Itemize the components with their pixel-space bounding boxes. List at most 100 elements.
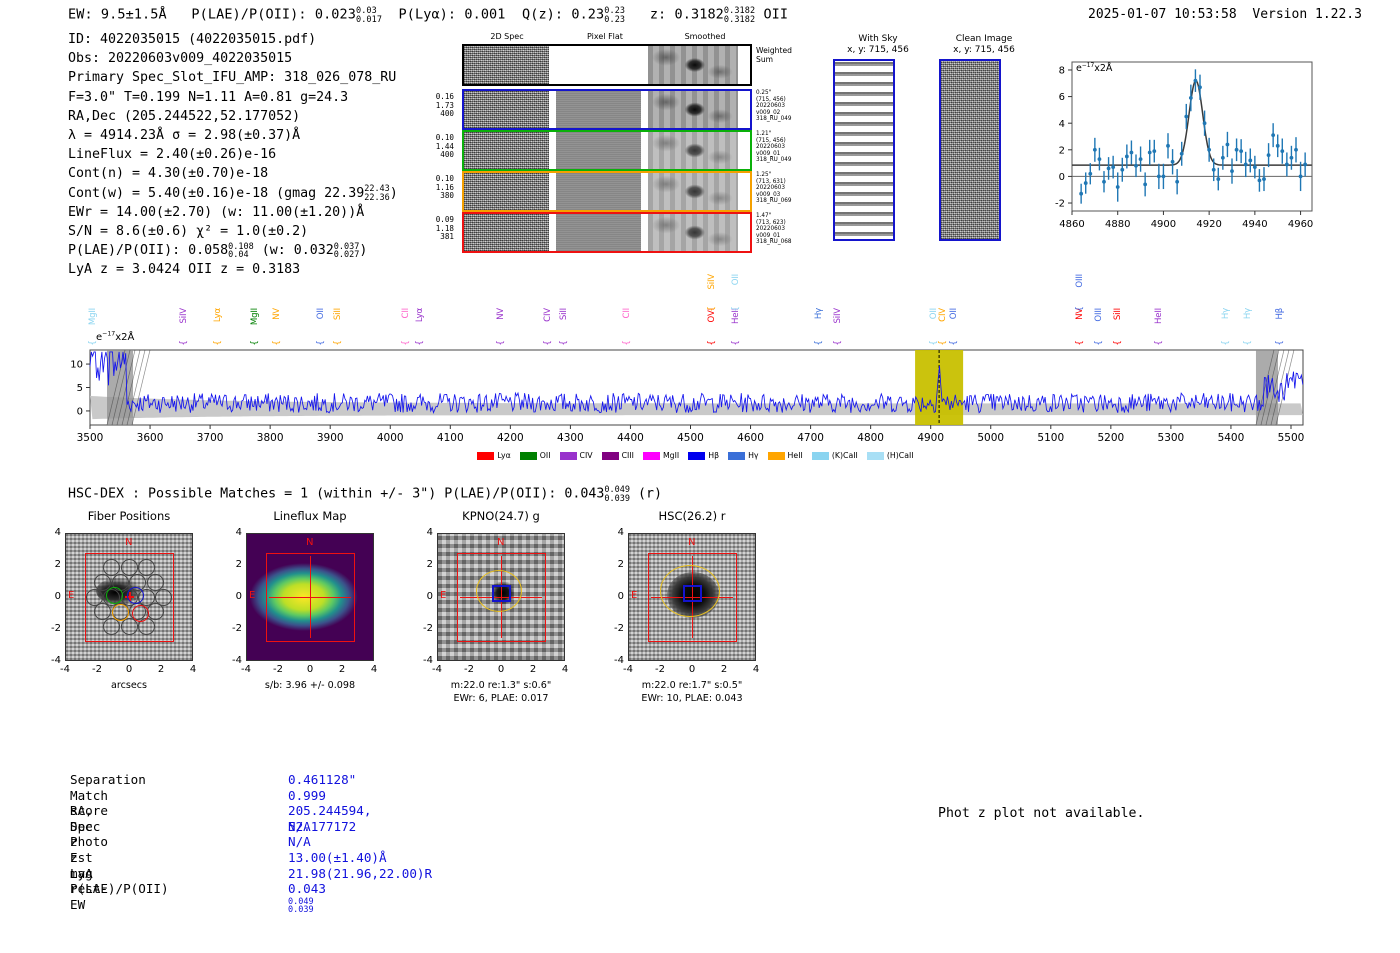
- line-marker-brace-siiv-14: {: [706, 306, 717, 312]
- spec-row-1-right-4: 318_RU_049: [756, 116, 792, 123]
- svg-text:4: 4: [1059, 119, 1065, 130]
- line-marker-label-mgii-3: MgII: [249, 308, 260, 326]
- legend-swatch-oii: [519, 451, 537, 460]
- spectrum-legend: Lyα OII CIV CIII MgII Hβ Hγ HeII (K)CaII (H)CaII: [0, 451, 1400, 460]
- panel-east-marker-fiber-positions: E: [68, 590, 75, 601]
- spec-row-3-gap-2: [641, 173, 648, 210]
- panel-ytick-lineflux-map-1: 2: [235, 559, 242, 570]
- clean-image-coords: x, y: 715, 456: [953, 45, 1015, 55]
- with-sky-title: With Sky x, y: 715, 456: [823, 34, 933, 56]
- line-marker-brace-hβ-29: {: [1275, 340, 1286, 346]
- spec-col-title-pixelflat: Pixel Flat: [587, 32, 623, 41]
- line-marker-label-siii-25: SiII: [1113, 308, 1124, 321]
- spec-row-1-right-labels: 0.25" (715, 456) 20220603 v009_02 318_RU_049: [756, 90, 810, 123]
- spec-row-4-right-4: 318_RU_068: [756, 239, 792, 246]
- line-marker-label-oiii-23: OIII: [1074, 274, 1085, 288]
- legend-label-lyα: Lyα: [497, 451, 511, 460]
- legend-item-hγ: Hγ: [728, 451, 759, 460]
- info-cont-w-pre: Cont(w) = 5.40(±0.16)e-18 (gmag 22.39: [68, 185, 365, 201]
- legend-label-ciii: CIII: [621, 451, 634, 460]
- line-marker-label-heii-26: HeII: [1153, 308, 1164, 325]
- info-lambda: λ = 4914.23Å σ = 2.98(±0.37)Å: [68, 128, 301, 144]
- line-marker-brace-nv-22: {: [1074, 340, 1085, 346]
- panel-xtick-hsc-r-1: -2: [655, 664, 665, 675]
- match-row-value-text-7: 0.043: [288, 881, 326, 897]
- svg-text:5400: 5400: [1218, 432, 1245, 444]
- line-marker-brace-nv-4: {: [272, 340, 283, 346]
- svg-text:3800: 3800: [257, 432, 284, 444]
- panel-xtick-kpno-g-1: -2: [464, 664, 474, 675]
- line-marker-label-lyα-2: Lyα: [212, 308, 223, 323]
- panel-ytick-hsc-r-3: -2: [614, 623, 624, 634]
- legend-item-civ: CIV: [559, 451, 593, 460]
- header-qz-lo: 0.23: [604, 14, 626, 25]
- panel-xtick-kpno-g-4: 4: [561, 664, 569, 675]
- svg-text:3700: 3700: [197, 432, 224, 444]
- match-row-key-0: Separation: [70, 772, 146, 787]
- info-id: ID: 4022035015 (4022035015.pdf): [68, 32, 317, 47]
- with-sky-title-text: With Sky: [858, 34, 898, 44]
- spec-row-3-right-0: 1.25": [756, 172, 772, 178]
- svg-text:5100: 5100: [1037, 432, 1064, 444]
- info-plae-post: ): [359, 243, 368, 259]
- header-plae-label: P(LAE)/P(OII):: [191, 6, 307, 23]
- line-fit-plot: -2 0 2 4 6 8 4860 4880 4900 4920 4940 4960 e−17x2Å: [1030, 40, 1320, 245]
- panel-xtick-kpno-g-0: -4: [432, 664, 442, 675]
- spec-row-3-left-0: 0.10: [435, 174, 454, 183]
- match-row-value-2: 205.244594, 52.177172: [288, 803, 372, 834]
- info-params: F=3.0" T=0.199 N=1.11 A=0.81 g=24.3: [68, 89, 349, 105]
- panel-xtick-fiber-positions-1: -2: [92, 664, 102, 675]
- panel-ytick-hsc-r-4: -4: [614, 655, 624, 666]
- panel-xtick-fiber-positions-2: 0: [125, 664, 133, 675]
- line-marker-brace-mgii-0: {: [88, 340, 98, 346]
- legend-item-(h)caii: (H)CaII: [866, 451, 914, 460]
- legend-label-hγ: Hγ: [748, 451, 759, 460]
- spec-row-2-gap-1: [549, 132, 556, 169]
- spec-row-4-gap-1: [549, 214, 556, 251]
- spec-row-2-smoothed: [648, 132, 738, 169]
- fiber-circle-2: [137, 558, 155, 576]
- svg-text:5000: 5000: [977, 432, 1004, 444]
- spec-row-3-left-labels: 0.10 1.16 380: [428, 174, 454, 201]
- line-marker-label-hγ-27: Hγ: [1221, 308, 1232, 320]
- header-plae-value: 0.023: [314, 6, 356, 23]
- panel-crosshair-v-lineflux-map: [310, 556, 312, 638]
- spec-row-1-left-2: 400: [440, 109, 454, 119]
- panel-crosshair-h-lineflux-map: [269, 597, 351, 599]
- info-cont-w-hi: 22.43: [364, 183, 390, 194]
- spec-row-1-gap-2: [641, 91, 648, 128]
- info-plae-lo: 0.04: [228, 250, 249, 261]
- match-row-value-hi-7: 0.049: [288, 896, 314, 907]
- info-plae-mid: (w: 0.032: [261, 243, 334, 259]
- match-row-value-5: 13.00(±1.40)Å: [288, 850, 387, 865]
- line-marker-brace-oiii-24: {: [1093, 340, 1104, 346]
- spec-row-3-pixelflat: [556, 173, 641, 210]
- svg-text:4900: 4900: [917, 432, 944, 444]
- spec-row-weighted-sum: [462, 44, 752, 86]
- panel-xtick-fiber-positions-3: 2: [157, 664, 165, 675]
- spec-row-2-right-4: 318_RU_049: [756, 157, 792, 164]
- info-plae-w-lo: 0.027: [333, 250, 360, 261]
- spec-row-3-right-2: 20220603: [756, 185, 785, 192]
- panel-xlabel-fiber-positions: arcsecs: [110, 680, 148, 691]
- spec-row-1: [462, 89, 752, 130]
- spec-row-2: [462, 130, 752, 171]
- svg-text:4960: 4960: [1288, 219, 1313, 230]
- match-row-key-3: Spec z: [70, 818, 101, 850]
- header-summary: EW: 9.5±1.5Å P(LAE)/P(OII): 0.023 0.03 0.0…: [68, 6, 788, 25]
- line-marker-brace-lyα-8: {: [415, 340, 426, 346]
- fiber-circle-highlight-2: [111, 603, 129, 621]
- svg-text:4000: 4000: [377, 432, 404, 444]
- spec-row-1-left-1: 1.73: [435, 100, 454, 110]
- svg-text:3500: 3500: [77, 432, 104, 444]
- svg-text:5200: 5200: [1097, 432, 1124, 444]
- info-cont-n: Cont(n) = 4.30(±0.70)e-18: [68, 166, 269, 182]
- panel-xtick-lineflux-map-1: -2: [273, 664, 283, 675]
- ws-smoothed-image: [648, 46, 738, 84]
- legend-swatch-mgii: [642, 451, 660, 460]
- match-row-key-6: mag: [70, 865, 93, 881]
- header-ew: EW: 9.5±1.5Å: [68, 6, 167, 23]
- line-marker-label-oii-5: OII: [315, 308, 326, 320]
- match-row-key-1: Match score: [70, 787, 108, 819]
- legend-item-ciii: CIII: [601, 451, 634, 460]
